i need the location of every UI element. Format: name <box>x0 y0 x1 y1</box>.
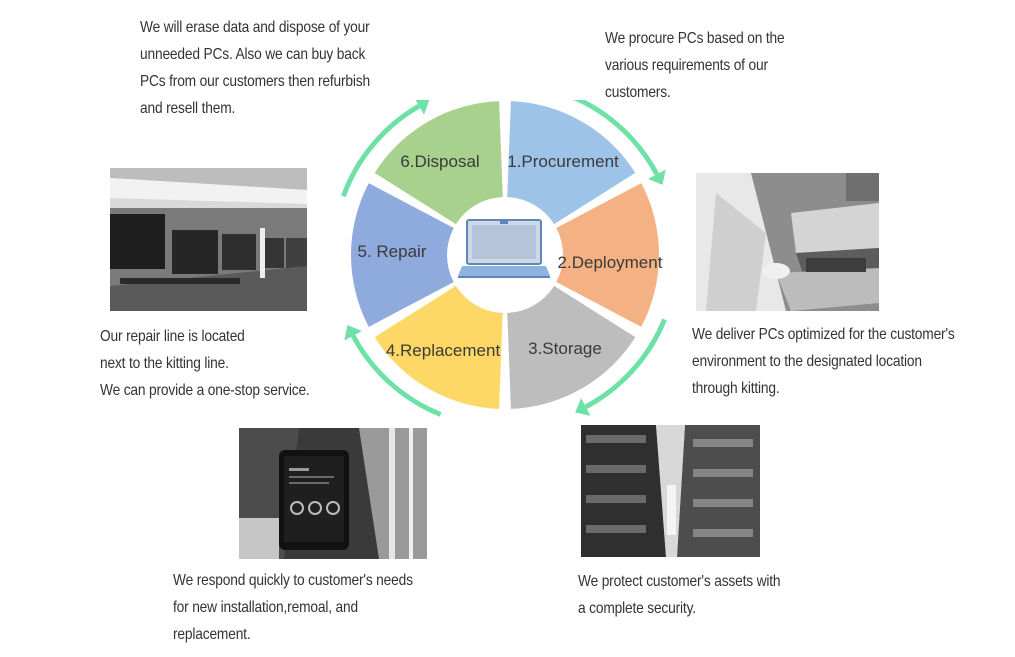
cycle-segments <box>351 101 659 409</box>
segment-replacement <box>374 285 503 409</box>
arrow-head <box>648 169 666 185</box>
lifecycle-diagram: 1.Procurement 2.Deployment 3.Storage 4.R… <box>341 100 667 417</box>
arrow-head <box>575 398 591 416</box>
arrow-head <box>344 325 362 341</box>
segment-label-repair: 5. Repair <box>358 242 427 261</box>
segment-label-deployment: 2.Deployment <box>558 253 663 272</box>
arrow-head <box>415 100 430 115</box>
arrow-deployment-to-storage <box>584 318 667 410</box>
segment-deployment <box>556 183 659 327</box>
segment-storage <box>507 285 636 409</box>
segment-disposal <box>374 101 503 225</box>
repair-description: Our repair line is located next to the k… <box>100 328 310 399</box>
arrow-replacement-to-repair <box>350 334 442 417</box>
arrow-procurement-to-deployment <box>573 100 660 176</box>
procurement-description: We procure PCs based on the various requ… <box>605 30 785 101</box>
storage-warehouse-photo <box>581 425 760 557</box>
replacement-description: We respond quickly to customer's needs f… <box>173 572 413 643</box>
arrow-repair-to-disposal <box>341 103 421 198</box>
segment-label-storage: 3.Storage <box>528 339 602 358</box>
cycle-arrows <box>341 100 667 417</box>
cycle-labels: 1.Procurement 2.Deployment 3.Storage 4.R… <box>358 152 663 360</box>
kitting-photo <box>696 173 879 311</box>
repair-line-photo <box>110 168 307 311</box>
segment-label-procurement: 1.Procurement <box>507 152 619 171</box>
segment-procurement <box>507 101 636 225</box>
laptop-icon <box>458 219 550 278</box>
deployment-description: We deliver PCs optimized for the custome… <box>692 326 955 397</box>
segment-label-replacement: 4.Replacement <box>386 341 501 360</box>
segment-label-disposal: 6.Disposal <box>400 152 479 171</box>
disposal-description: We will erase data and dispose of your u… <box>140 19 370 117</box>
storage-description: We protect customer's assets with a comp… <box>578 573 781 617</box>
replacement-tablet-photo <box>239 428 427 559</box>
segment-repair <box>351 183 454 327</box>
